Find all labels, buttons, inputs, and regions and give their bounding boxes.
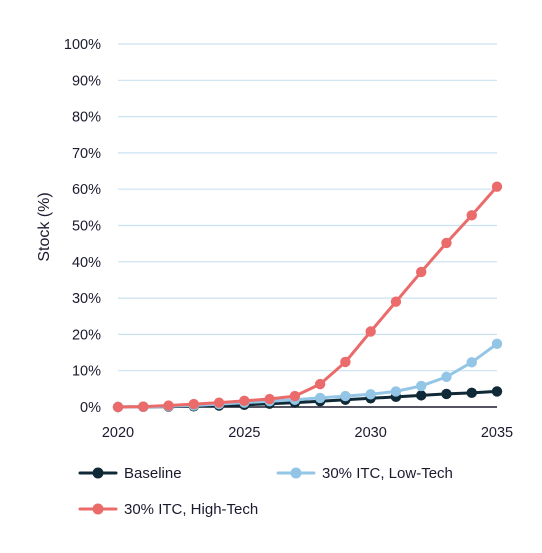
data-point [491,181,503,192]
data-point [390,386,402,397]
data-point [466,357,477,368]
legend-item: Baseline [78,465,182,482]
data-point [264,393,275,405]
data-point [416,266,427,278]
data-point [289,390,301,402]
series-line [116,185,499,409]
legend-swatch-marker [290,467,302,479]
legend-label: 30% ITC, Low-Tech [322,465,453,482]
y-tick-label: 50% [72,219,101,235]
x-tick-label: 2030 [355,425,387,441]
data-point [416,380,427,392]
series [112,181,503,413]
series-group [112,181,503,413]
y-tick-label: 70% [72,146,101,162]
data-point [491,338,503,350]
data-point [441,237,452,249]
y-tick-label: 0% [80,400,101,416]
y-tick-label: 90% [72,73,101,89]
y-axis-label: Stock (%) [36,192,53,261]
legend: Baseline 30% ITC, Low-Tech 30% ITC, High-T… [78,465,453,518]
data-point [188,398,199,410]
data-point [466,387,477,399]
data-point [365,326,376,337]
data-point [138,401,149,412]
legend-swatch-marker [92,503,104,515]
data-point [441,371,452,383]
x-tick-label: 2025 [228,425,260,441]
data-point [390,296,402,307]
data-point [466,210,477,221]
legend-item: 30% ITC, Low-Tech [276,465,453,482]
legend-swatch-marker [92,467,104,479]
y-tick-label: 10% [72,364,101,380]
y-tick-label: 100% [64,37,101,53]
data-point [213,397,225,408]
x-tick-labels: 2020 2025 2030 2035 [102,425,513,441]
data-point [365,389,376,400]
data-point [340,390,351,402]
legend-label: 30% ITC, High-Tech [124,501,258,518]
legend-item: 30% ITC, High-Tech [78,501,258,518]
legend-label: Baseline [124,465,182,482]
y-tick-label: 60% [72,182,101,198]
data-point [416,390,427,401]
grid [118,43,497,408]
x-tick-label: 2035 [481,425,513,441]
y-tick-labels: 0% 10% 20% 30% 40% 50% 60% 70% 80% 90% 100% [64,37,101,416]
data-point [163,400,174,411]
y-tick-label: 20% [72,327,101,343]
y-tick-label: 80% [72,110,101,126]
data-point [239,395,250,407]
series-line [116,342,499,409]
data-point [491,386,503,397]
data-point [314,378,326,390]
data-point [441,388,452,400]
y-tick-label: 40% [72,255,101,271]
y-tick-label: 30% [72,291,101,307]
data-point [340,356,351,368]
data-point [112,401,124,413]
x-tick-label: 2020 [102,425,134,441]
data-point [314,392,326,404]
